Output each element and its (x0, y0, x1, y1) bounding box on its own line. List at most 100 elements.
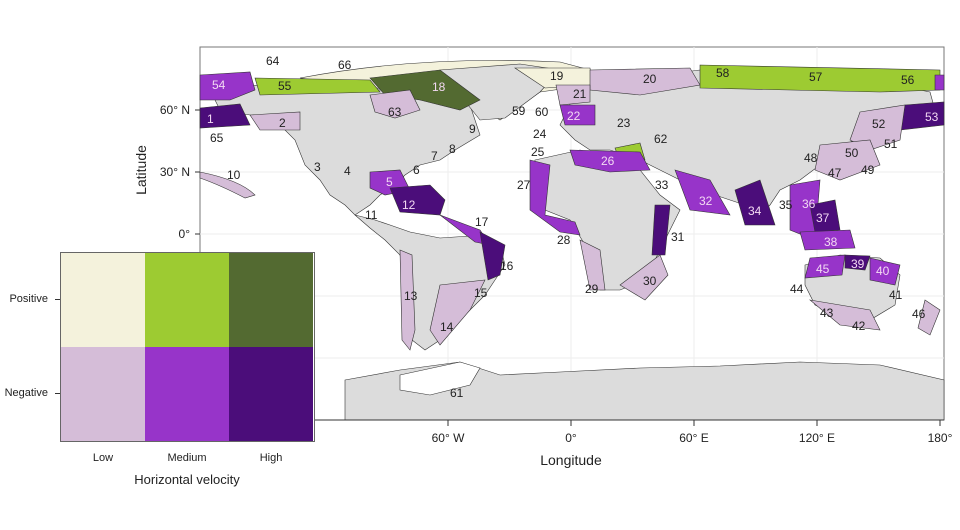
region-38-area (799, 229, 856, 251)
y-tick-60n: 60° N (160, 103, 190, 117)
region-label-64: 64 (266, 54, 280, 68)
region-label-57: 57 (809, 70, 823, 84)
legend-cell-positive-low (61, 253, 145, 347)
region-61-area (399, 361, 481, 396)
region-39-area (844, 254, 871, 271)
x-tick-60e: 60° E (679, 431, 708, 445)
region-label-4: 4 (344, 164, 351, 178)
legend-cell-positive-medium (145, 253, 229, 347)
region-label-52: 52 (872, 117, 886, 131)
region-label-36: 36 (802, 197, 816, 211)
x-axis: 60° W 0° 60° E 120° E 180° Longitude (200, 419, 953, 468)
region-26-area (569, 149, 651, 173)
region-47-50-area (814, 139, 881, 181)
region-21-area (555, 84, 591, 106)
region-54-area (199, 71, 256, 101)
region-13-area (399, 249, 416, 351)
legend-tick-positive (55, 299, 60, 300)
region-label-53: 53 (925, 110, 939, 124)
region-label-7: 7 (431, 149, 438, 163)
region-label-10: 10 (227, 168, 241, 182)
region-label-39: 39 (851, 257, 865, 271)
region-12-area (389, 184, 446, 216)
region-32-area (674, 169, 731, 216)
region-52-area (849, 104, 906, 151)
region-55-area (254, 77, 381, 96)
region-label-54: 54 (212, 78, 226, 92)
region-30-area (619, 254, 669, 301)
region-label-8: 8 (449, 142, 456, 156)
region-label-21: 21 (573, 87, 587, 101)
region-label-65: 65 (210, 131, 224, 145)
region-label-58: 58 (716, 66, 730, 80)
legend-col-high: High (259, 452, 283, 464)
region-labels: 54 55 64 66 18 1 65 2 63 9 8 7 6 3 4 10 … (207, 54, 939, 400)
region-16-area (479, 231, 506, 281)
y-tick-0: 0° (179, 227, 191, 241)
region-34-area (734, 179, 776, 226)
region-label-38: 38 (824, 235, 838, 249)
region-label-62: 62 (654, 132, 668, 146)
region-label-59: 59 (512, 104, 526, 118)
region-label-16: 16 (500, 259, 514, 273)
region-53-edge-area (934, 74, 945, 91)
x-axis-title: Longitude (540, 452, 602, 468)
region-label-18: 18 (432, 80, 446, 94)
region-label-3: 3 (314, 160, 321, 174)
region-label-2: 2 (279, 116, 286, 130)
region-56-57-58-area (699, 64, 941, 93)
region-14-area (429, 279, 486, 346)
region-label-43: 43 (820, 306, 834, 320)
coastal-regions (199, 64, 945, 351)
region-27-28-area (529, 159, 581, 236)
region-label-33: 33 (655, 178, 669, 192)
region-label-19: 19 (550, 69, 564, 83)
legend-x-title: Horizontal velocity (134, 472, 240, 487)
legend-col-medium: Medium (167, 452, 207, 464)
region-label-32: 32 (699, 194, 713, 208)
region-label-12: 12 (402, 198, 416, 212)
region-label-56: 56 (901, 73, 915, 87)
region-label-48: 48 (804, 151, 818, 165)
region-29-area (579, 239, 606, 291)
y-tick-30n: 30° N (160, 165, 190, 179)
region-63-area (369, 89, 421, 119)
region-label-29: 29 (585, 282, 599, 296)
region-1-area (199, 103, 251, 129)
region-label-41: 41 (889, 288, 903, 302)
x-tick-120e: 120° E (799, 431, 835, 445)
region-46-area (917, 299, 941, 336)
region-label-22: 22 (567, 109, 581, 123)
region-label-51: 51 (884, 137, 898, 151)
region-label-45: 45 (816, 262, 830, 276)
x-tick-180: 180° (928, 431, 953, 445)
region-40-area (869, 257, 901, 286)
region-label-26: 26 (601, 154, 615, 168)
region-label-1: 1 (207, 112, 214, 126)
y-axis-title: Latitude (133, 145, 149, 195)
region-label-28: 28 (557, 233, 571, 247)
region-label-20: 20 (643, 72, 657, 86)
y-axis: 60° N 30° N 0° Latitude (133, 103, 200, 241)
x-tick-0: 0° (565, 431, 577, 445)
region-22-area (559, 104, 596, 126)
region-label-31: 31 (671, 230, 685, 244)
region-31-area (651, 204, 671, 256)
region-label-14: 14 (440, 320, 454, 334)
region-label-42: 42 (852, 319, 866, 333)
region-label-34: 34 (748, 204, 762, 218)
region-label-40: 40 (876, 264, 890, 278)
region-label-47: 47 (828, 166, 842, 180)
region-label-66: 66 (338, 58, 352, 72)
region-label-37: 37 (816, 211, 830, 225)
region-label-61: 61 (450, 386, 464, 400)
legend-tick-negative (55, 393, 60, 394)
region-label-24: 24 (533, 127, 547, 141)
region-10-area (199, 171, 256, 199)
legend-cell-negative-medium (145, 347, 229, 441)
region-label-49: 49 (861, 163, 875, 177)
region-label-63: 63 (388, 105, 402, 119)
region-label-44: 44 (790, 282, 804, 296)
region-label-50: 50 (845, 146, 859, 160)
